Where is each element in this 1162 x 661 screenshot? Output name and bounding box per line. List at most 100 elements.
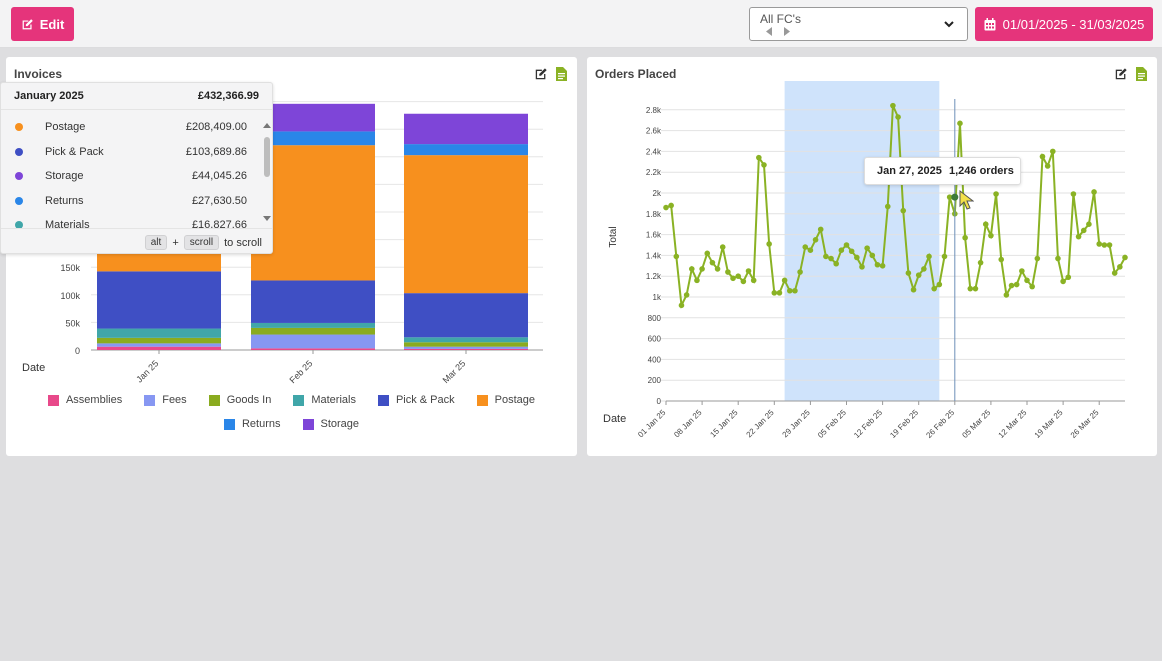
- tooltip-row-name: Postage: [45, 121, 86, 133]
- data-point: [735, 273, 742, 279]
- scroll-hint-text: to scroll: [224, 236, 262, 249]
- data-point: [776, 290, 783, 296]
- y-tick-label: 200: [648, 376, 662, 385]
- arrow-right-icon[interactable]: [783, 27, 790, 36]
- y-tick-label: 2.6k: [646, 127, 662, 136]
- data-point: [993, 191, 999, 197]
- data-point: [1086, 221, 1092, 227]
- data-point: [1080, 227, 1087, 234]
- data-point: [859, 264, 865, 270]
- fc-select[interactable]: All FC's: [749, 7, 968, 41]
- data-point: [786, 287, 793, 294]
- tooltip-scrollbar[interactable]: [261, 121, 273, 223]
- data-point: [1039, 153, 1046, 160]
- data-point: [982, 221, 989, 227]
- date-range-button[interactable]: 01/01/2025 - 31/03/2025: [975, 7, 1153, 41]
- legend-item-storage[interactable]: Storage: [302, 418, 359, 430]
- tooltip-row-value: £208,409.00: [185, 121, 247, 133]
- y-tick-label: 600: [648, 335, 662, 344]
- legend-item-returns[interactable]: Returns: [223, 418, 281, 430]
- bar-segment: [404, 293, 528, 338]
- edit-icon[interactable]: [1114, 67, 1128, 81]
- data-point: [683, 292, 690, 298]
- x-tick-label: Feb 25: [288, 358, 315, 385]
- top-toolbar: Edit All FC's 01/01/2025 - 31/03/2025: [0, 0, 1162, 48]
- x-axis-label: Date: [603, 413, 626, 425]
- data-point: [941, 253, 948, 260]
- data-point: [761, 162, 767, 168]
- legend-item-assemblies[interactable]: Assemblies: [47, 394, 122, 406]
- data-point: [1013, 281, 1020, 288]
- x-tick-label: 05 Mar 25: [960, 408, 992, 440]
- data-point: [931, 285, 937, 292]
- legend-item-materials[interactable]: Materials: [293, 394, 356, 406]
- data-point: [838, 247, 845, 253]
- data-point: [1070, 191, 1077, 197]
- tooltip-row-name: Pick & Pack: [45, 145, 104, 158]
- data-point: [874, 261, 881, 268]
- export-csv-icon[interactable]: [556, 67, 567, 81]
- edit-icon[interactable]: [534, 67, 548, 81]
- data-point: [828, 255, 834, 262]
- x-tick-label: 01 Jan 25: [636, 408, 668, 440]
- chevron-down-icon: [944, 21, 954, 28]
- data-point: [1024, 277, 1030, 284]
- x-tick-label: 26 Feb 25: [924, 408, 956, 440]
- tooltip-row-value: £16,827.66: [191, 219, 247, 228]
- tooltip-rows[interactable]: Postage £208,409.00 Pick & Pack £103,689.8…: [1, 115, 259, 228]
- tooltip-row: Pick & Pack £103,689.86: [1, 140, 259, 165]
- fc-select-value: All FC's: [760, 12, 801, 26]
- data-point: [740, 278, 747, 285]
- edit-button-label: Edit: [39, 16, 65, 32]
- data-point: [884, 203, 891, 210]
- invoices-title: Invoices: [14, 67, 63, 81]
- calendar-icon: [984, 17, 996, 30]
- data-point: [1101, 242, 1108, 248]
- tooltip-row-name: Returns: [45, 194, 84, 207]
- data-point: [807, 247, 814, 253]
- x-tick-label: 12 Feb 25: [852, 408, 884, 440]
- arrow-left-icon[interactable]: [766, 27, 773, 36]
- data-point: [1029, 283, 1035, 290]
- data-point: [895, 114, 901, 120]
- orders-title: Orders Placed: [595, 67, 677, 81]
- tooltip-row: Materials £16,827.66: [1, 213, 259, 228]
- bar-segment: [404, 337, 528, 343]
- y-tick-label: 2k: [653, 189, 662, 198]
- legend-item-postage[interactable]: Postage: [476, 394, 535, 406]
- data-point: [890, 102, 896, 109]
- edit-button[interactable]: Edit: [11, 7, 74, 41]
- bar-segment: [404, 155, 528, 294]
- legend-label: Fees: [162, 394, 187, 406]
- x-tick-label: 19 Feb 25: [888, 408, 920, 440]
- export-csv-icon[interactable]: [1136, 67, 1147, 81]
- y-tick-label: 150k: [60, 263, 80, 273]
- data-point: [879, 263, 886, 269]
- tooltip-row: Postage £208,409.00: [1, 115, 259, 140]
- data-point: [967, 285, 974, 292]
- tooltip-row: Storage £44,045.26: [1, 164, 259, 189]
- tooltip-row-name: Materials: [45, 219, 90, 228]
- legend-item-fees[interactable]: Fees: [144, 394, 187, 406]
- data-point: [936, 281, 943, 288]
- data-point: [1019, 268, 1025, 274]
- highlight-range: [784, 81, 940, 401]
- data-point: [823, 253, 829, 260]
- data-point: [663, 204, 669, 211]
- data-point: [848, 248, 855, 255]
- bar-segment: [251, 334, 375, 349]
- bar-segment: [404, 113, 528, 145]
- legend-item-goods-in[interactable]: Goods In: [208, 394, 271, 406]
- orders-tooltip: Jan 27, 2025 1,246 orders: [864, 157, 1021, 185]
- data-point: [1065, 274, 1072, 281]
- data-point: [709, 259, 716, 266]
- data-point: [694, 277, 700, 284]
- data-point: [905, 270, 912, 276]
- tooltip-row-name: Storage: [45, 170, 84, 183]
- data-point: [926, 253, 932, 260]
- data-point: [802, 244, 809, 250]
- x-axis-label: Date: [22, 362, 45, 374]
- hover-point: [951, 193, 959, 201]
- legend-item-pick-pack[interactable]: Pick & Pack: [377, 394, 455, 406]
- data-point: [854, 254, 860, 261]
